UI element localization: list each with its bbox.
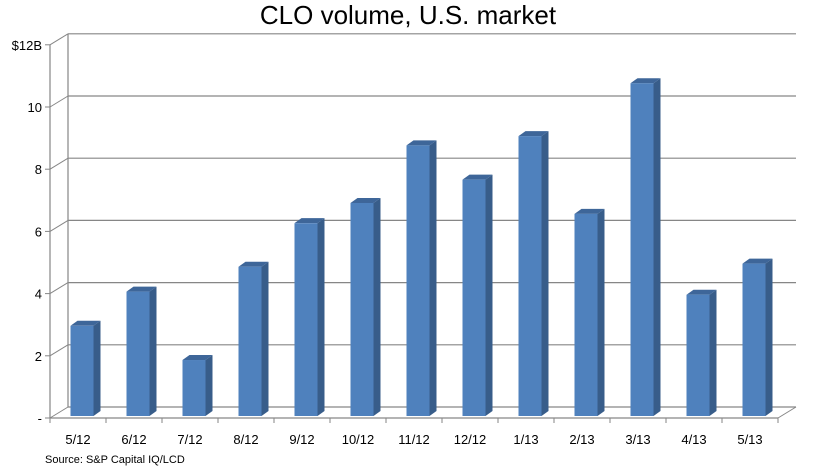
bar-top	[574, 208, 605, 214]
bar-front	[70, 325, 94, 416]
y-tick-label: 8	[35, 162, 42, 177]
bar-top	[294, 218, 325, 224]
x-tick-label: 9/12	[289, 432, 314, 447]
x-tick-label: 8/12	[233, 432, 258, 447]
bar-side	[541, 131, 549, 416]
bar	[294, 218, 325, 416]
source-note: Source: S&P Capital IQ/LCD	[45, 454, 185, 466]
bar	[462, 174, 493, 416]
bar-side	[149, 286, 157, 416]
bar-top	[70, 320, 101, 326]
bar-top	[742, 258, 773, 264]
x-tick-label: 6/12	[121, 432, 146, 447]
bar-front	[350, 202, 374, 416]
gridline-diagonal	[49, 282, 69, 295]
bar	[518, 131, 549, 416]
bar-top	[238, 261, 269, 267]
bar	[70, 320, 101, 416]
bar-side	[205, 355, 213, 416]
bar-front	[462, 179, 486, 416]
x-tick-label: 4/13	[681, 432, 706, 447]
bar-side	[429, 140, 437, 416]
x-tick-label: 5/12	[65, 432, 90, 447]
x-tick-label: 5/13	[737, 432, 762, 447]
bar	[182, 355, 213, 416]
bar-front	[294, 223, 318, 416]
bar-side	[373, 197, 381, 416]
bar-front	[686, 294, 710, 416]
x-tick-label: 10/12	[342, 432, 375, 447]
y-tick-label: 2	[35, 349, 42, 364]
bar-side	[709, 289, 717, 416]
bar-top	[518, 131, 549, 137]
bar-front	[182, 360, 206, 416]
bar-side	[261, 261, 269, 416]
y-tick-label: 6	[35, 224, 42, 239]
bar-front	[574, 213, 598, 416]
x-tick-label: 2/13	[569, 432, 594, 447]
bar-top	[126, 286, 157, 292]
gridline-diagonal	[49, 344, 69, 357]
bar-front	[406, 145, 430, 416]
bar	[742, 258, 773, 416]
x-tick-label: 12/12	[454, 432, 487, 447]
y-tick-label: $12B	[12, 38, 42, 53]
bar-front	[518, 136, 542, 416]
bar	[126, 286, 157, 416]
bar-front	[742, 263, 766, 416]
bar	[574, 208, 605, 416]
bar-top	[350, 197, 381, 203]
bar	[238, 261, 269, 416]
bar-side	[597, 208, 605, 416]
bar	[686, 289, 717, 416]
bar-top	[182, 355, 213, 361]
bar	[630, 78, 661, 416]
bar-top	[462, 174, 493, 180]
bar-top	[406, 140, 437, 146]
gridline-diagonal	[49, 95, 69, 108]
bar-side	[317, 218, 325, 416]
y-tick-label: 4	[35, 287, 42, 302]
bar-side	[653, 78, 661, 416]
bar	[406, 140, 437, 416]
y-tick-label: -	[38, 411, 42, 426]
bar-top	[686, 289, 717, 295]
gridline-diagonal	[49, 406, 69, 419]
x-tick-label: 7/12	[177, 432, 202, 447]
bar	[350, 197, 381, 416]
bar-front	[630, 83, 654, 416]
gridline-diagonal	[49, 33, 69, 46]
x-tick-label: 3/13	[625, 432, 650, 447]
bar-front	[238, 266, 262, 416]
x-tick-label: 11/12	[398, 432, 430, 447]
bar-top	[630, 78, 661, 84]
gridline-diagonal	[49, 219, 69, 232]
y-tick-label: 10	[28, 100, 42, 115]
bar-front	[126, 291, 150, 416]
bar-side	[765, 258, 773, 416]
x-tick-label: 1/13	[513, 432, 538, 447]
bar-side	[485, 174, 493, 416]
chart-title: CLO volume, U.S. market	[260, 0, 557, 30]
floor-right-edge	[777, 406, 797, 419]
bar-side	[93, 320, 101, 416]
gridline-diagonal	[49, 157, 69, 170]
